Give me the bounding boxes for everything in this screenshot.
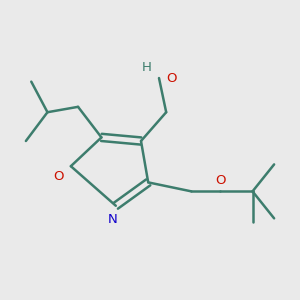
Text: O: O xyxy=(53,170,64,184)
Text: N: N xyxy=(107,213,117,226)
Text: O: O xyxy=(166,71,177,85)
Text: O: O xyxy=(215,174,225,187)
Text: H: H xyxy=(142,61,151,74)
